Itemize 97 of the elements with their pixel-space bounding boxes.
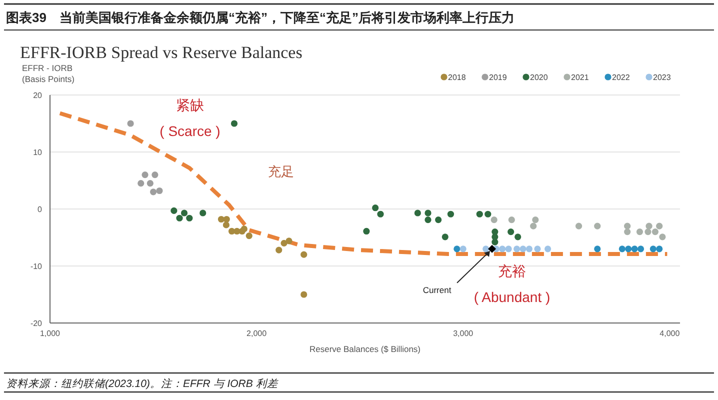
point: [594, 222, 601, 230]
point: [488, 244, 496, 253]
chart-subtitle: EFFR-IORB Spread vs Reserve Balances: [20, 43, 302, 62]
point: [508, 216, 515, 224]
point: [447, 210, 454, 218]
point: [499, 246, 506, 252]
point: [218, 216, 225, 223]
point: [223, 216, 230, 223]
y-tick-label: -20: [30, 319, 43, 328]
point: [618, 246, 626, 252]
point: [414, 210, 421, 216]
annotation: Current: [422, 284, 452, 295]
x-tick-label: 1,000: [40, 329, 61, 338]
point: [659, 234, 666, 240]
point: [625, 246, 632, 252]
text: 资料来源：纽约联储(2023.10)。注：EFFR 与 IORB 利差: [6, 378, 279, 390]
point: [424, 210, 432, 216]
point: [520, 246, 526, 252]
point: [594, 246, 601, 252]
annotation: 紧缺: [176, 97, 204, 113]
annotation: ( Abundant ): [474, 289, 550, 305]
point: [138, 180, 144, 187]
point: [490, 216, 498, 224]
point: [435, 216, 442, 224]
annotation: ( Scarce ): [160, 123, 220, 139]
point: [644, 228, 652, 236]
point: [492, 238, 498, 246]
point: [656, 246, 663, 252]
point: [377, 210, 384, 218]
point: [544, 246, 552, 252]
point: [152, 172, 158, 178]
point: [286, 238, 292, 244]
point: [454, 246, 460, 252]
point: [482, 246, 490, 252]
point: [532, 216, 539, 224]
point: [534, 246, 541, 252]
point: [150, 188, 157, 196]
y-axis-title: EFFR - IORB (Basis Points): [22, 63, 75, 84]
point: [230, 120, 238, 127]
y-tick-label: 10: [33, 148, 43, 157]
x-tick-label: 4,000: [660, 329, 680, 338]
point: [636, 228, 644, 236]
point: [650, 246, 656, 252]
x-axis-title: Reserve Balances ($ Billions): [309, 344, 421, 354]
point: [142, 172, 148, 178]
point: [575, 222, 582, 230]
line-series: [58, 111, 670, 256]
x-tick-label: 3,000: [453, 329, 474, 338]
point: [656, 222, 663, 230]
point: [631, 246, 638, 252]
annotation: 充裕: [498, 263, 526, 279]
point: [222, 222, 230, 228]
point: [514, 234, 522, 240]
legend-label: 2019: [489, 73, 508, 82]
point: [240, 226, 248, 232]
point: [372, 204, 379, 212]
legend-label: 2023: [653, 73, 672, 82]
point: [186, 214, 193, 222]
y-tick-label: 20: [33, 91, 43, 100]
point: [156, 187, 163, 194]
point: [646, 222, 652, 230]
point: [460, 246, 466, 252]
point: [300, 291, 308, 298]
point: [170, 207, 178, 214]
legend-label: 2018: [448, 73, 466, 82]
point: [246, 232, 252, 240]
point: [505, 246, 512, 252]
legend-label: 2020: [530, 73, 548, 82]
point: [280, 240, 288, 246]
point: [508, 228, 514, 236]
point: [363, 228, 370, 235]
x-tick-label: 2,000: [246, 329, 268, 338]
point: [514, 246, 520, 252]
point: [176, 214, 183, 222]
y-tick-label: -10: [30, 262, 43, 271]
point: [652, 228, 659, 236]
point: [492, 228, 498, 236]
point: [180, 210, 188, 216]
point: [127, 120, 134, 127]
legend-label: 2021: [571, 73, 590, 82]
point: [276, 246, 282, 254]
point: [300, 251, 308, 258]
point: [526, 246, 533, 252]
point: [442, 234, 448, 240]
point: [484, 210, 492, 218]
point: [424, 216, 432, 224]
point: [624, 222, 631, 230]
point: [146, 180, 154, 187]
legend-label: 2022: [612, 73, 630, 82]
point: [637, 246, 644, 252]
point: [530, 222, 537, 230]
point: [476, 210, 483, 218]
chart-title: 图表39 当前美国银行准备金余额仍属“充裕”，下降至“充足”后将引发市场利率上行压力: [6, 10, 514, 25]
point: [200, 210, 206, 216]
y-tick-label: 0: [38, 205, 43, 214]
point: [624, 228, 631, 236]
annotation: 充足: [268, 164, 294, 179]
